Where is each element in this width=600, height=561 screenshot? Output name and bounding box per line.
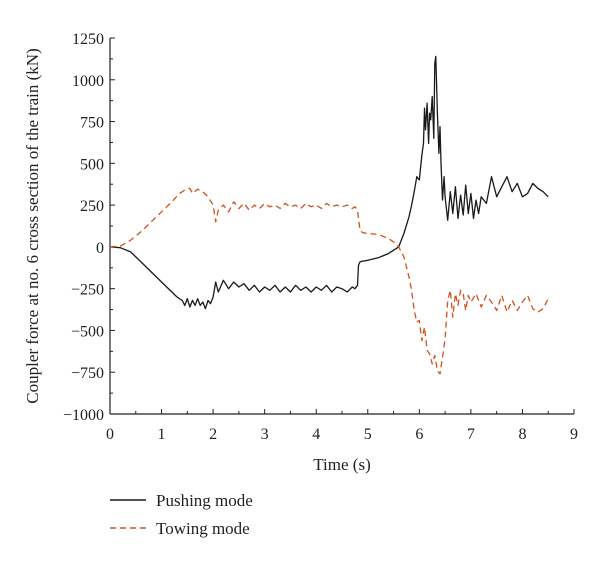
y-tick-label: 1000: [72, 73, 104, 90]
plot-frame: [109, 38, 574, 415]
legend-label: Towing mode: [156, 519, 250, 538]
y-tick-label: 1250: [72, 31, 104, 48]
y-axis-label: Coupler force at no. 6 cross section of …: [23, 48, 42, 403]
series-layer: [109, 55, 549, 375]
x-tick-label: 0: [106, 426, 114, 443]
series-line-towing-mode: [109, 187, 549, 375]
x-axis-label: Time (s): [313, 455, 370, 474]
legend-label: Pushing mode: [156, 491, 253, 510]
x-tick-label: 4: [312, 426, 320, 443]
y-tick-label: −250: [71, 282, 104, 299]
x-tick-label: 5: [364, 426, 372, 443]
x-tick-label: 1: [158, 426, 166, 443]
legend: Pushing mode Towing mode: [110, 491, 253, 538]
x-axis-ticks: 0 1 2 3 4 5 6 7 8 9: [106, 409, 578, 443]
x-tick-label: 7: [467, 426, 475, 443]
y-tick-label: 750: [80, 115, 104, 132]
y-tick-label: −750: [71, 365, 104, 382]
x-tick-label: 8: [518, 426, 526, 443]
series-line-pushing-mode: [109, 55, 549, 310]
y-tick-label: −500: [71, 323, 104, 340]
x-tick-label: 6: [415, 426, 423, 443]
y-axis-ticks: −1000 −750 −500 −250 0 250 500 750 1000 1250: [63, 31, 115, 424]
x-tick-label: 3: [261, 426, 269, 443]
y-tick-label: −1000: [63, 407, 104, 424]
x-tick-label: 9: [570, 426, 578, 443]
y-tick-label: 0: [96, 240, 104, 257]
y-tick-label: 250: [80, 198, 104, 215]
y-tick-label: 500: [80, 156, 104, 173]
x-tick-label: 2: [209, 426, 217, 443]
